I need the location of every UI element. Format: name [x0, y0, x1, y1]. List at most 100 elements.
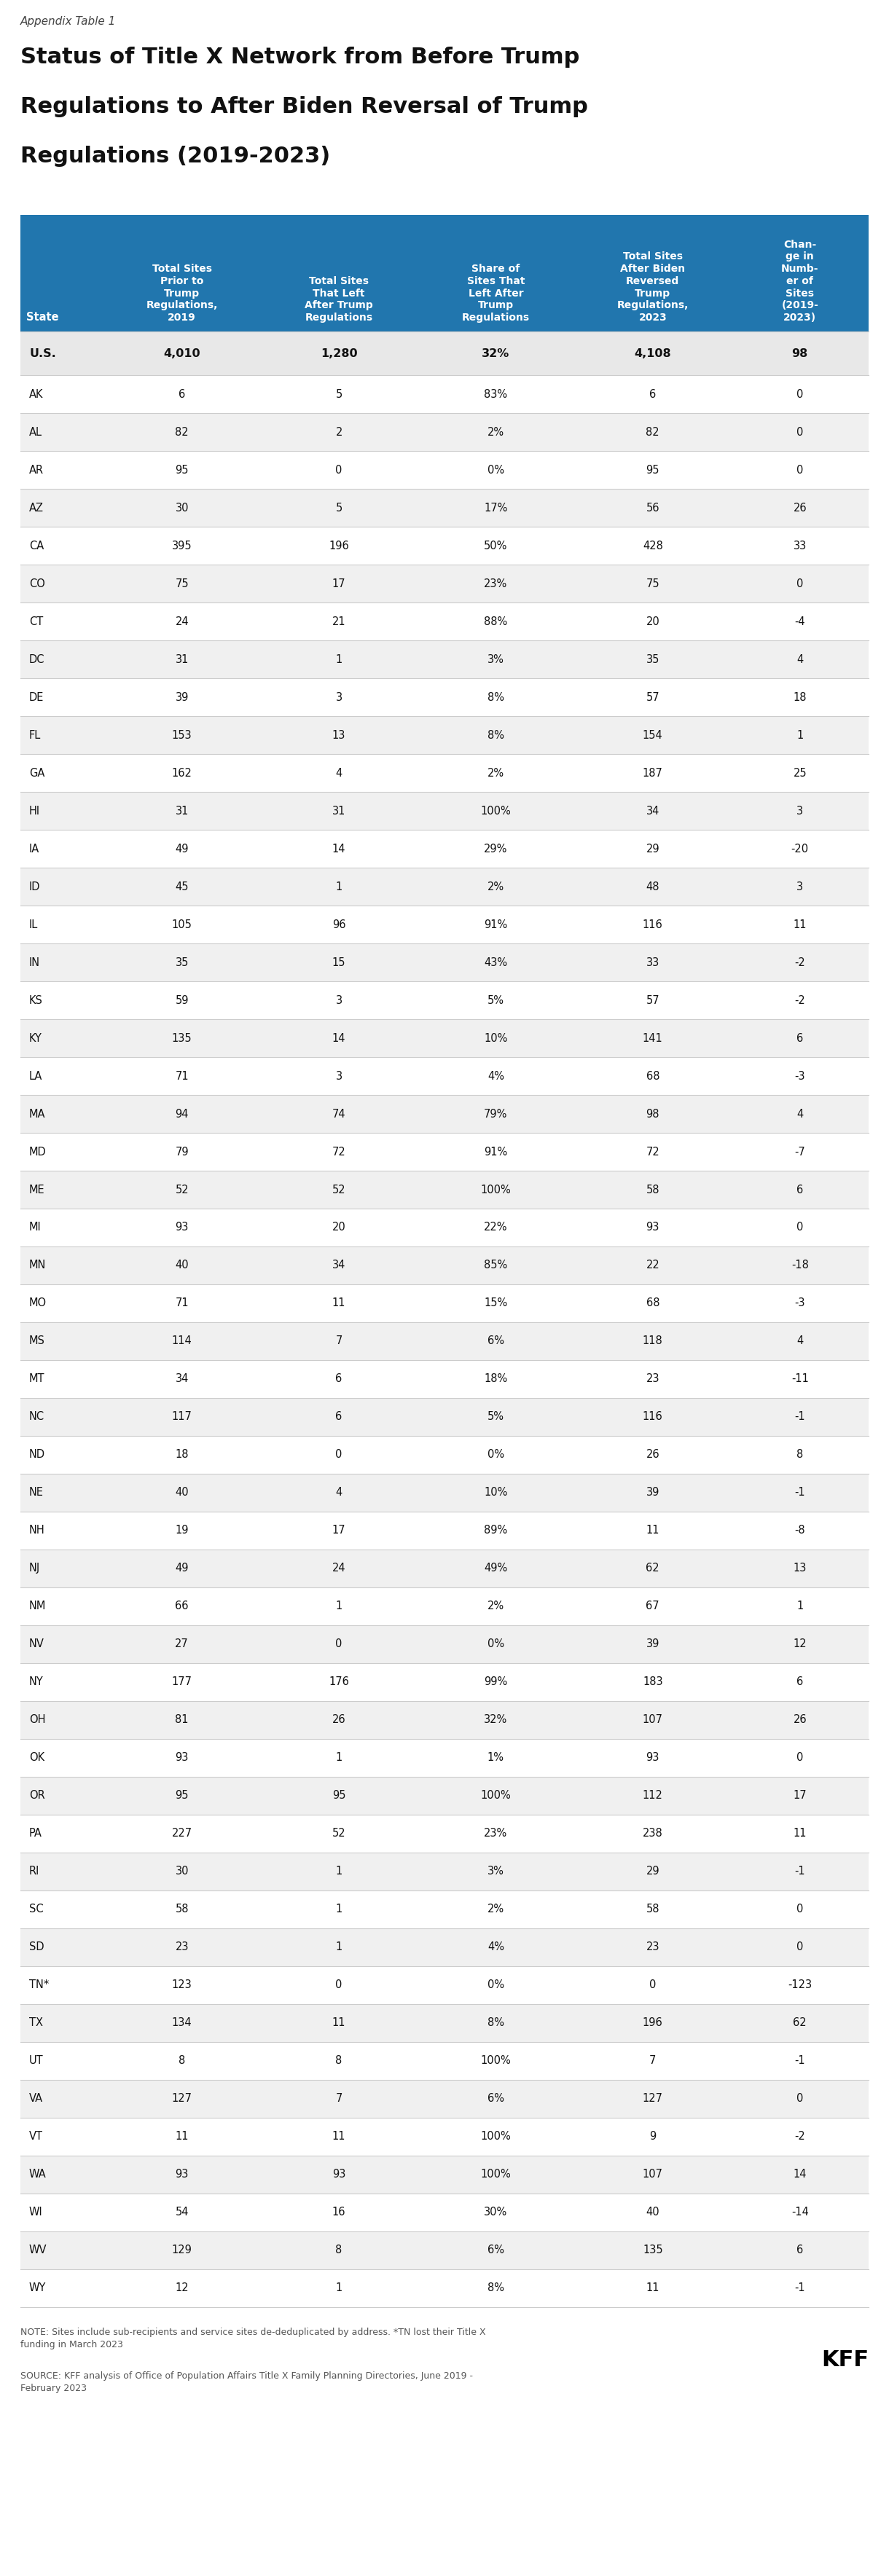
Text: 3: 3: [797, 881, 804, 891]
Text: 4: 4: [335, 768, 342, 778]
Text: NC: NC: [29, 1412, 44, 1422]
Bar: [20, 791, 869, 829]
Text: 0: 0: [797, 1942, 804, 1953]
Text: 177: 177: [172, 1677, 192, 1687]
Text: Total Sites
After Biden
Reversed
Trump
Regulations,
2023: Total Sites After Biden Reversed Trump R…: [617, 252, 689, 322]
Text: 66: 66: [175, 1600, 188, 1613]
Text: OK: OK: [29, 1752, 44, 1765]
Text: 2%: 2%: [487, 768, 504, 778]
Text: 5%: 5%: [487, 1412, 504, 1422]
Text: 30: 30: [175, 502, 188, 513]
Text: 59: 59: [175, 994, 188, 1005]
Text: AL: AL: [29, 428, 43, 438]
Text: 100%: 100%: [481, 2169, 511, 2179]
Text: ID: ID: [29, 881, 40, 891]
Text: 39: 39: [646, 1638, 660, 1649]
Text: 52: 52: [332, 1185, 346, 1195]
Text: 17: 17: [332, 577, 346, 590]
Text: State: State: [27, 312, 59, 322]
Bar: [20, 1625, 869, 1664]
Text: -3: -3: [795, 1298, 805, 1309]
Text: NV: NV: [29, 1638, 44, 1649]
Text: 14: 14: [332, 1033, 346, 1043]
Text: 40: 40: [646, 2208, 660, 2218]
Text: 72: 72: [646, 1146, 660, 1157]
Text: Regulations to After Biden Reversal of Trump: Regulations to After Biden Reversal of T…: [20, 95, 588, 118]
Text: TX: TX: [29, 2017, 43, 2027]
Bar: [20, 376, 869, 412]
Text: 89%: 89%: [485, 1525, 508, 1535]
Text: 100%: 100%: [481, 806, 511, 817]
Text: 95: 95: [175, 464, 188, 477]
Text: 18: 18: [793, 693, 806, 703]
Text: 8: 8: [179, 2056, 185, 2066]
Text: 48: 48: [646, 881, 660, 891]
Text: 13: 13: [793, 1564, 806, 1574]
Text: CO: CO: [29, 577, 45, 590]
Text: 0: 0: [335, 1638, 342, 1649]
Text: SOURCE: KFF analysis of Office of Population Affairs Title X Family Planning Dir: SOURCE: KFF analysis of Office of Popula…: [20, 2372, 473, 2393]
Text: 62: 62: [793, 2017, 806, 2027]
Text: 24: 24: [175, 616, 188, 626]
Text: 116: 116: [643, 1412, 663, 1422]
Text: 123: 123: [172, 1981, 192, 1991]
Text: 82: 82: [175, 428, 188, 438]
Text: 116: 116: [643, 920, 663, 930]
Text: 0%: 0%: [487, 464, 504, 477]
Text: KY: KY: [29, 1033, 42, 1043]
Text: 395: 395: [172, 541, 192, 551]
Text: 0: 0: [797, 577, 804, 590]
Text: 12: 12: [793, 1638, 806, 1649]
Text: WV: WV: [29, 2244, 47, 2257]
Text: 11: 11: [646, 2282, 660, 2293]
Text: 12: 12: [175, 2282, 188, 2293]
Text: 5: 5: [335, 389, 342, 399]
Text: 1: 1: [797, 1600, 804, 1613]
Bar: [20, 2156, 869, 2195]
Text: 23%: 23%: [485, 577, 508, 590]
Text: 1: 1: [335, 1752, 342, 1765]
Text: 0: 0: [797, 1752, 804, 1765]
Bar: [20, 1852, 869, 1891]
Text: 91%: 91%: [485, 920, 508, 930]
Text: CT: CT: [29, 616, 44, 626]
Bar: [20, 868, 869, 907]
Text: -11: -11: [791, 1373, 809, 1383]
Text: 11: 11: [332, 1298, 346, 1309]
Text: -1: -1: [795, 1412, 805, 1422]
Text: 129: 129: [172, 2244, 192, 2257]
Bar: [20, 716, 869, 755]
Text: 6: 6: [797, 1185, 804, 1195]
Text: 26: 26: [793, 502, 806, 513]
Text: 11: 11: [332, 2017, 346, 2027]
Text: 29%: 29%: [484, 842, 508, 855]
Text: Regulations (2019-2023): Regulations (2019-2023): [20, 147, 331, 167]
Text: 22%: 22%: [484, 1221, 508, 1234]
Text: 0: 0: [335, 1981, 342, 1991]
Text: ME: ME: [29, 1185, 45, 1195]
Text: U.S.: U.S.: [29, 348, 56, 358]
Text: 52: 52: [332, 1829, 346, 1839]
Text: 54: 54: [175, 2208, 188, 2218]
Text: 74: 74: [332, 1108, 346, 1121]
Text: AK: AK: [29, 389, 44, 399]
Bar: [20, 412, 869, 451]
Text: 196: 196: [643, 2017, 663, 2027]
Text: 7: 7: [649, 2056, 656, 2066]
Text: 3%: 3%: [487, 654, 504, 665]
Text: 79%: 79%: [484, 1108, 508, 1121]
Text: 13: 13: [332, 729, 346, 739]
Bar: [20, 1399, 869, 1435]
Text: 93: 93: [175, 2169, 188, 2179]
Text: NY: NY: [29, 1677, 44, 1687]
Text: 34: 34: [332, 1260, 346, 1270]
Text: 1: 1: [335, 881, 342, 891]
Text: Appendix Table 1: Appendix Table 1: [20, 15, 116, 26]
Text: 9: 9: [649, 2130, 656, 2143]
Text: 14: 14: [332, 842, 346, 855]
Text: 26: 26: [646, 1450, 660, 1461]
Text: 4%: 4%: [487, 1942, 504, 1953]
Text: 22: 22: [646, 1260, 660, 1270]
Text: 68: 68: [646, 1298, 660, 1309]
Text: RI: RI: [29, 1865, 40, 1878]
